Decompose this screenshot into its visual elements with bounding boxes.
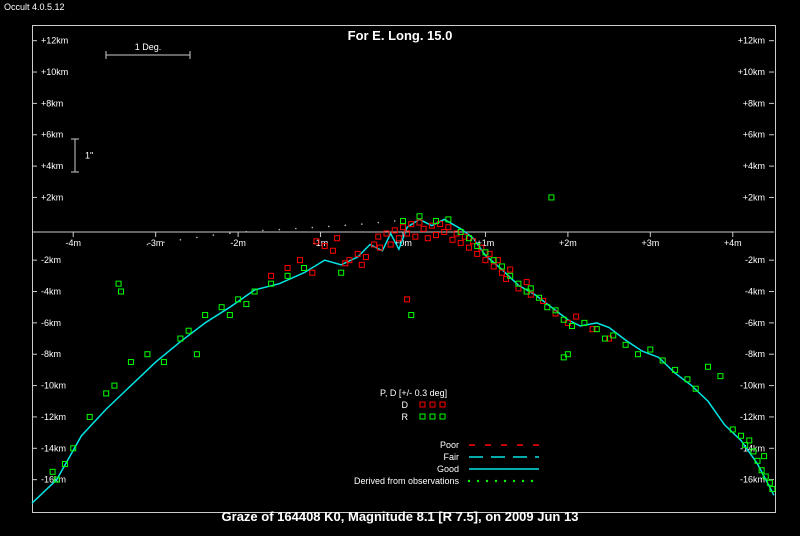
svg-text:P, D [+/- 0.3 deg]: P, D [+/- 0.3 deg] bbox=[380, 388, 447, 398]
svg-text:-10km: -10km bbox=[740, 381, 765, 391]
svg-text:+12km: +12km bbox=[41, 36, 68, 46]
svg-text:+10km: +10km bbox=[41, 67, 68, 77]
svg-text:Fair: Fair bbox=[444, 452, 460, 462]
svg-text:+6km: +6km bbox=[41, 130, 63, 140]
svg-text:+6km: +6km bbox=[743, 130, 765, 140]
svg-text:-3m: -3m bbox=[148, 238, 164, 248]
svg-text:+4km: +4km bbox=[743, 161, 765, 171]
svg-text:1": 1" bbox=[85, 151, 93, 161]
svg-text:+2km: +2km bbox=[41, 192, 63, 202]
svg-text:+12km: +12km bbox=[738, 36, 765, 46]
svg-text:+4m: +4m bbox=[724, 238, 742, 248]
svg-text:+10km: +10km bbox=[738, 67, 765, 77]
svg-text:Derived from observations: Derived from observations bbox=[354, 476, 460, 486]
svg-text:-2m: -2m bbox=[230, 238, 246, 248]
svg-text:+8km: +8km bbox=[743, 98, 765, 108]
svg-text:-4km: -4km bbox=[41, 287, 61, 297]
svg-text:-8km: -8km bbox=[745, 349, 765, 359]
svg-text:-8km: -8km bbox=[41, 349, 61, 359]
svg-text:+4km: +4km bbox=[41, 161, 63, 171]
svg-text:-12km: -12km bbox=[41, 412, 66, 422]
svg-text:-4m: -4m bbox=[65, 238, 81, 248]
svg-text:-10km: -10km bbox=[41, 381, 66, 391]
svg-text:-1m: -1m bbox=[313, 238, 329, 248]
svg-text:+3m: +3m bbox=[641, 238, 659, 248]
svg-text:+2m: +2m bbox=[559, 238, 577, 248]
svg-text:-2km: -2km bbox=[745, 255, 765, 265]
svg-text:R: R bbox=[402, 412, 409, 422]
svg-text:+8km: +8km bbox=[41, 98, 63, 108]
svg-text:-4km: -4km bbox=[745, 287, 765, 297]
chart-canvas: -4m-3m-2m-1m+0m+1m+2m+3m+4m+12km+12km+10… bbox=[0, 0, 800, 536]
svg-text:D: D bbox=[402, 400, 409, 410]
svg-text:-2km: -2km bbox=[41, 255, 61, 265]
svg-text:-12km: -12km bbox=[740, 412, 765, 422]
svg-text:Good: Good bbox=[437, 464, 459, 474]
svg-text:Poor: Poor bbox=[440, 440, 459, 450]
svg-text:-14km: -14km bbox=[41, 443, 66, 453]
svg-text:+2km: +2km bbox=[743, 192, 765, 202]
svg-text:-6km: -6km bbox=[41, 318, 61, 328]
svg-text:-16km: -16km bbox=[740, 475, 765, 485]
svg-text:-6km: -6km bbox=[745, 318, 765, 328]
svg-text:1 Deg.: 1 Deg. bbox=[135, 42, 162, 52]
